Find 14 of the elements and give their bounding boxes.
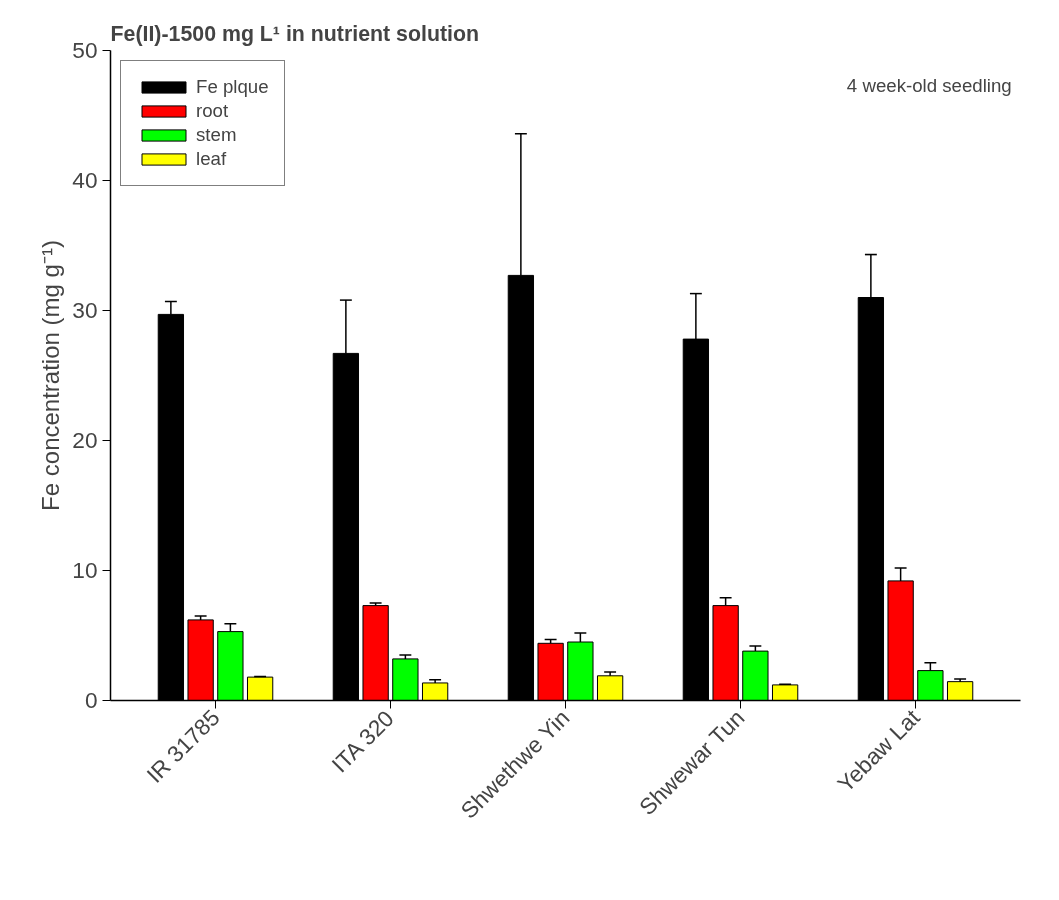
legend-label: stem — [196, 124, 237, 146]
y-axis-title: Fe concentration (mg g⁻¹) — [37, 240, 65, 511]
legend-label: root — [196, 100, 229, 122]
legend-label: Fe plque — [196, 76, 269, 98]
x-tick-label: ITA 320 — [326, 705, 399, 778]
y-tick-label: 40 — [72, 167, 98, 193]
legend-label: leaf — [196, 148, 227, 170]
y-tick-label: 50 — [72, 37, 98, 63]
y-tick-label: 10 — [72, 557, 98, 583]
y-tick-label: 20 — [72, 427, 98, 453]
y-tick-label: 30 — [72, 297, 98, 323]
annotation: 4 week-old seedling — [846, 75, 1012, 96]
y-tick-label: 0 — [84, 687, 98, 713]
chart-title: Fe(II)-1500 mg L¹ in nutrient solution — [110, 21, 480, 46]
